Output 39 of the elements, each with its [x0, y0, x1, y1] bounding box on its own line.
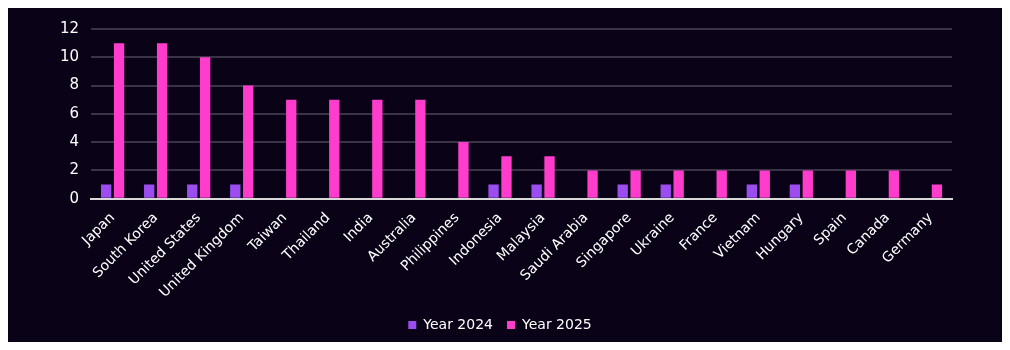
bar [156, 43, 168, 198]
bar [243, 85, 254, 198]
bar [372, 99, 383, 198]
bar [660, 184, 671, 198]
bar [931, 184, 943, 198]
y-tick-label: 4 [69, 132, 80, 150]
bar [630, 170, 641, 198]
y-tick-label: 2 [69, 160, 80, 179]
bar [789, 184, 801, 198]
bar [673, 170, 684, 198]
bar [329, 99, 340, 198]
bar [286, 99, 297, 198]
y-tick-label: 0 [69, 188, 80, 207]
legend-label: Year 2025 [521, 315, 592, 332]
bar [488, 184, 499, 198]
bar [746, 184, 757, 198]
bar [100, 184, 112, 198]
bar [458, 142, 469, 198]
bar [415, 99, 426, 198]
bar [531, 184, 542, 198]
bar [187, 184, 198, 198]
bar [888, 170, 900, 198]
bar [716, 170, 727, 198]
bar [199, 57, 211, 198]
y-tick-label: 10 [59, 47, 80, 66]
y-tick-label: 6 [69, 103, 80, 122]
bar [759, 170, 770, 198]
bar [587, 170, 598, 198]
bar [501, 156, 512, 198]
bar [144, 184, 155, 198]
legend-label: Year 2024 [422, 315, 494, 332]
bar [845, 170, 857, 198]
bar [617, 184, 628, 198]
bar [544, 156, 555, 198]
bar [802, 170, 813, 198]
y-tick-label: 8 [69, 75, 80, 94]
bar [113, 43, 125, 198]
bar [230, 184, 241, 198]
y-tick-label: 12 [59, 18, 80, 37]
